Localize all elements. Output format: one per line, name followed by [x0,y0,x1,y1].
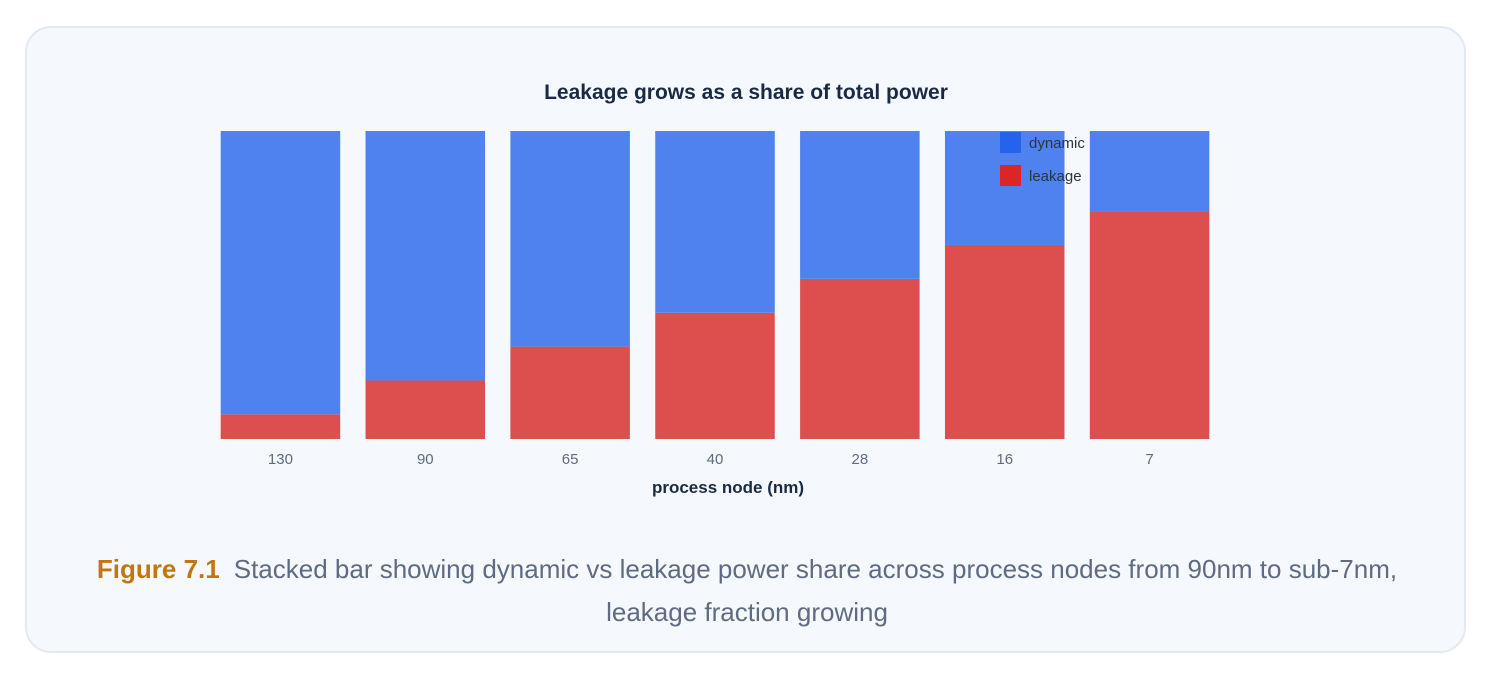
x-tick-label: 65 [562,451,579,468]
legend-item-leakage[interactable]: leakage [1000,165,1082,186]
bar-leakage-28[interactable] [800,278,920,439]
bar-leakage-65[interactable] [510,346,630,439]
bar-dynamic-90[interactable] [365,131,486,381]
legend-swatch-leakage [1000,165,1021,186]
bar-leakage-90[interactable] [365,380,486,439]
stacked-bar-chart: Leakage grows as a share of total power … [220,81,1210,497]
bar-leakage-7[interactable] [1089,211,1210,439]
x-tick-label: 40 [707,451,724,468]
bar-dynamic-28[interactable] [800,131,920,279]
chart-title: Leakage grows as a share of total power [544,81,948,104]
x-tick-label: 28 [852,451,869,468]
bar-leakage-16[interactable] [944,244,1065,439]
bars-group [220,131,1210,439]
legend-item-dynamic[interactable]: dynamic [1000,132,1085,153]
x-tick-label: 130 [268,451,293,468]
x-tick-labels: 130 90 65 40 28 16 7 [268,451,1154,468]
bar-dynamic-130[interactable] [220,131,341,415]
legend-label-leakage: leakage [1029,168,1082,185]
bar-dynamic-7[interactable] [1089,131,1210,212]
bar-leakage-40[interactable] [655,312,775,439]
bar-dynamic-65[interactable] [510,131,630,347]
legend[interactable]: dynamic leakage [1000,132,1085,186]
legend-label-dynamic: dynamic [1029,135,1085,152]
legend-swatch-dynamic [1000,132,1021,153]
bar-dynamic-40[interactable] [655,131,775,313]
figure-caption-text: Stacked bar showing dynamic vs leakage p… [233,554,1398,627]
x-axis-label: process node (nm) [652,478,804,497]
x-tick-label: 90 [417,451,434,468]
x-tick-label: 7 [1145,451,1153,468]
figure-caption: Figure 7.1 Stacked bar showing dynamic vs… [60,548,1434,634]
bar-leakage-130[interactable] [220,414,341,439]
figure-label: Figure 7.1 [96,554,220,584]
x-tick-label: 16 [996,451,1013,468]
